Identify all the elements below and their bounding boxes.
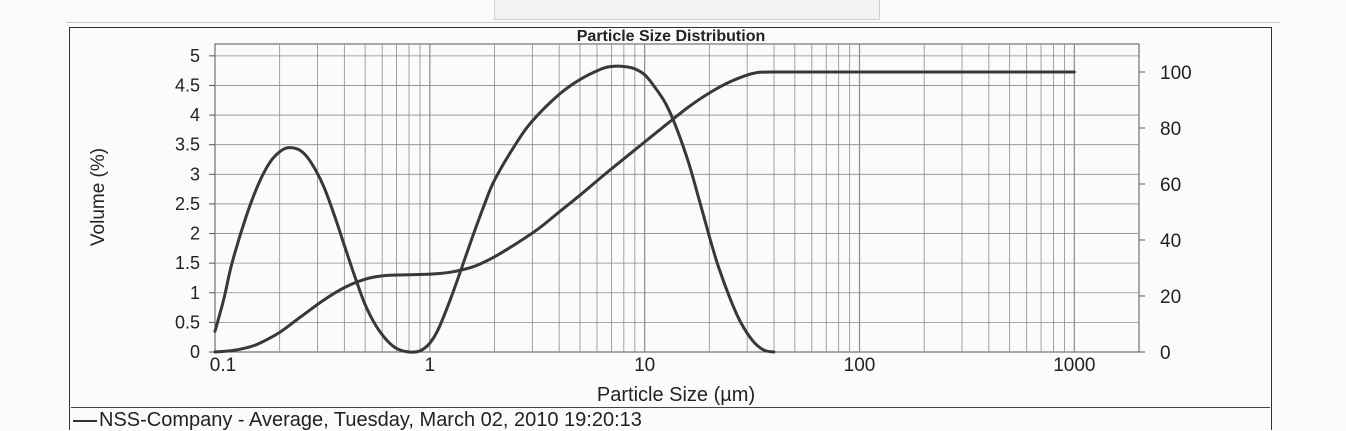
y-tick-label: 0 bbox=[190, 342, 200, 362]
x-tick-label: 10 bbox=[634, 355, 655, 376]
y-axis-right: 0 20 40 60 80 100 bbox=[1139, 63, 1192, 364]
y-tick-label: 4 bbox=[190, 105, 200, 125]
chart-frame bbox=[69, 27, 1272, 430]
y-tick-label: 2 bbox=[190, 224, 200, 244]
y-tick-label: 1.5 bbox=[175, 253, 200, 273]
x-tick-label: 100 bbox=[844, 355, 876, 376]
y-tick-label: 3 bbox=[190, 164, 200, 184]
y2-tick-label: 60 bbox=[1160, 175, 1181, 196]
y-axis-left: 0 0.5 1 1.5 2 2.5 3 3.5 4 4.5 5 bbox=[175, 46, 215, 362]
y-tick-label: 5 bbox=[190, 46, 200, 66]
y-tick-label: 1 bbox=[190, 283, 200, 303]
y-tick-label: 2.5 bbox=[175, 194, 200, 214]
y-axis-label: Volume (%) bbox=[88, 148, 109, 246]
chart-title: Particle Size Distribution bbox=[577, 28, 765, 45]
grid-lines bbox=[215, 44, 1139, 352]
y2-tick-label: 100 bbox=[1160, 63, 1192, 84]
y2-tick-label: 20 bbox=[1160, 287, 1181, 308]
footer-divider bbox=[71, 407, 1270, 408]
y2-tick-label: 40 bbox=[1160, 231, 1181, 252]
y-tick-label: 3.5 bbox=[175, 135, 200, 155]
x-tick-label: 1 bbox=[425, 355, 436, 376]
cumulative-curve bbox=[213, 70, 1076, 354]
x-tick-label: 0.1 bbox=[210, 355, 236, 376]
y-tick-label: 0.5 bbox=[175, 312, 200, 332]
frequency-curve bbox=[213, 64, 776, 354]
series-layer bbox=[213, 64, 1076, 354]
x-tick-label: 1000 bbox=[1053, 355, 1095, 376]
legend: NSS-Company - Average, Tuesday, March 02… bbox=[73, 409, 642, 431]
plot-area bbox=[214, 43, 1140, 353]
x-axis-label: Particle Size (µm) bbox=[597, 384, 755, 406]
y2-tick-label: 0 bbox=[1160, 343, 1171, 364]
x-axis: 0.1 1 10 100 1000 bbox=[210, 355, 1096, 376]
top-tab-decoration bbox=[494, 0, 880, 20]
y2-tick-label: 80 bbox=[1160, 119, 1181, 140]
legend-line-swatch bbox=[73, 419, 97, 422]
top-rule bbox=[66, 22, 1280, 23]
legend-entry-label: NSS-Company - Average, Tuesday, March 02… bbox=[99, 409, 642, 431]
y-tick-label: 4.5 bbox=[175, 75, 200, 95]
